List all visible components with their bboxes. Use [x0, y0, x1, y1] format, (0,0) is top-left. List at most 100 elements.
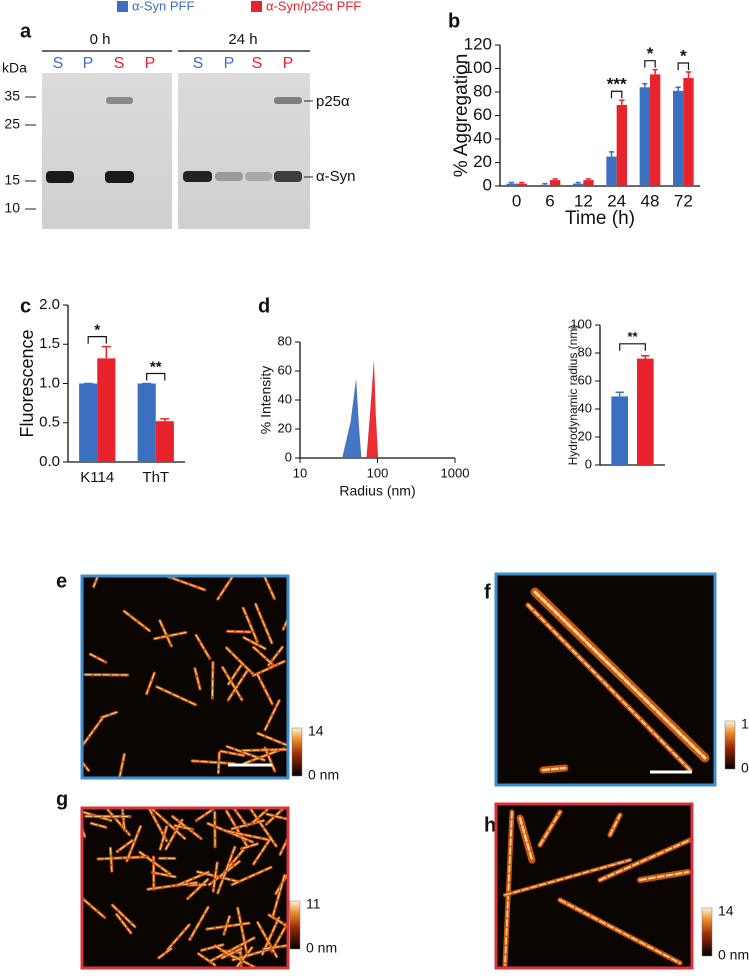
- panel-label: h: [484, 814, 496, 836]
- fibril-highlight: [222, 666, 243, 701]
- fibril-highlight: [225, 647, 254, 675]
- lane-label: P: [283, 55, 294, 72]
- fibril-highlight: [118, 753, 125, 778]
- panel-label: a: [20, 20, 32, 42]
- fibrils: [525, 587, 710, 774]
- fibril-highlight: [82, 716, 105, 747]
- fibril-highlight: [187, 879, 209, 900]
- band: [183, 171, 212, 182]
- colorbar-max: 11: [306, 896, 321, 912]
- fibril-highlight: [121, 808, 125, 831]
- fibril-highlight: [253, 838, 271, 865]
- fibril-highlight: [220, 750, 245, 756]
- y-tick-label: 60: [578, 372, 592, 387]
- band-label: α-Syn: [316, 168, 356, 185]
- fibril-highlight: [90, 822, 107, 828]
- error-bar: [652, 68, 658, 75]
- band: [215, 172, 243, 181]
- bar: [97, 358, 116, 462]
- fibril-highlight: [111, 904, 136, 928]
- lane-label: P: [83, 55, 94, 72]
- y-tick-label: 40: [278, 391, 292, 406]
- fibril-highlight: [211, 661, 214, 699]
- x-tick-label: K114: [80, 469, 114, 486]
- legend-label: α-Syn/p25α PFF: [266, 0, 361, 13]
- colorbar-min: 0 nm: [741, 760, 749, 776]
- y-tick-label: 0: [585, 456, 592, 471]
- x-axis-label: Radius (nm): [339, 483, 415, 499]
- fibril-highlight: [504, 811, 513, 966]
- fibril-highlight: [100, 711, 118, 719]
- fibril-highlight: [139, 851, 171, 875]
- fibril-highlight: [150, 808, 186, 840]
- image-border: [80, 574, 290, 780]
- fibril-highlight: [639, 871, 689, 881]
- fibril-highlight: [227, 630, 251, 633]
- y-axis-label: Fluorescence: [17, 329, 37, 437]
- colorbar: [289, 900, 301, 950]
- x-tick-label: 10: [293, 465, 307, 480]
- legend-label: α-Syn PFF: [132, 0, 194, 13]
- fibril-highlight: [256, 673, 273, 705]
- fibril-highlight: [89, 653, 107, 663]
- fibril-highlight: [231, 866, 272, 886]
- significance-bracket: [677, 62, 690, 71]
- fibril-highlight: [214, 945, 235, 958]
- fibril-highlight: [116, 840, 133, 853]
- marker-label: 25: [4, 116, 20, 132]
- y-axis-label: Hydrodynamic radius (nm): [566, 325, 580, 466]
- y-tick-label: 80: [578, 344, 592, 359]
- fibril-highlight: [237, 907, 248, 953]
- afm-image: [496, 804, 692, 968]
- fibril-highlight: [201, 944, 224, 951]
- fibril-highlight: [221, 948, 243, 959]
- lane-label: S: [53, 55, 64, 72]
- fibril-highlight: [97, 856, 149, 860]
- error-bar: [585, 178, 592, 181]
- panel-label: b: [448, 10, 460, 32]
- fibril-highlight: [109, 847, 113, 872]
- bar: [673, 90, 684, 186]
- legend-swatch: [251, 1, 262, 12]
- bar: [616, 104, 627, 186]
- panel-label: e: [56, 570, 67, 592]
- band: [46, 171, 74, 183]
- bar: [573, 183, 584, 186]
- x-tick-label: 48: [641, 191, 660, 210]
- x-tick-label: 12: [574, 191, 593, 210]
- bar: [137, 383, 156, 462]
- legend-swatch: [117, 1, 128, 12]
- fibril-highlight: [194, 668, 201, 690]
- fibril-highlight: [541, 766, 567, 772]
- error-bar: [160, 418, 170, 422]
- error-bar: [685, 71, 692, 78]
- error-bar: [552, 178, 558, 181]
- distribution-area: [342, 378, 362, 458]
- fibril-highlight: [264, 747, 276, 772]
- fibril-highlight: [241, 748, 287, 751]
- fibril-highlight: [559, 899, 681, 964]
- bar: [683, 77, 694, 186]
- fibril-highlight: [518, 816, 534, 862]
- x-tick-label: 0: [512, 191, 521, 210]
- y-tick-label: 0: [483, 175, 492, 194]
- fibril-highlight: [227, 670, 248, 701]
- fibril-highlight: [242, 607, 258, 643]
- fibril-highlight: [227, 830, 268, 841]
- timepoint: 24 h: [228, 31, 257, 48]
- y-tick-label: 60: [473, 105, 492, 124]
- bar: [539, 184, 550, 186]
- fibril-highlight: [174, 825, 194, 830]
- significance-bracket: [146, 372, 166, 381]
- fibril-highlight: [609, 814, 621, 836]
- y-tick-label: 40: [578, 400, 592, 415]
- colorbar-min: 0 nm: [308, 767, 339, 783]
- error-bar: [608, 151, 615, 157]
- band-label: p25α: [316, 93, 350, 110]
- gel-image: [42, 73, 172, 229]
- y-axis-label: % Intensity: [258, 366, 274, 434]
- lane-label: S: [114, 55, 125, 72]
- x-axis-label: Time (h): [565, 208, 635, 229]
- fibril-highlight: [126, 825, 142, 862]
